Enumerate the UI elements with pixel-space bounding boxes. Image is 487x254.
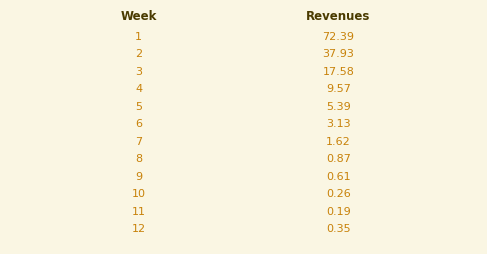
Text: 10: 10 [132,188,146,198]
Text: Revenues: Revenues [306,10,371,23]
Text: 17.58: 17.58 [322,67,355,77]
Text: 0.35: 0.35 [326,223,351,233]
Text: 9.57: 9.57 [326,84,351,94]
Text: 7: 7 [135,136,142,146]
Text: 6: 6 [135,119,142,129]
Text: 0.61: 0.61 [326,171,351,181]
Text: 2: 2 [135,49,142,59]
Text: Week: Week [121,10,157,23]
Text: 11: 11 [132,206,146,216]
Text: 5: 5 [135,101,142,112]
Text: 0.26: 0.26 [326,188,351,198]
Text: 8: 8 [135,154,142,164]
Text: 4: 4 [135,84,142,94]
Text: 3: 3 [135,67,142,77]
Text: 0.87: 0.87 [326,154,351,164]
Text: 72.39: 72.39 [322,32,355,42]
Text: 12: 12 [131,223,146,233]
Text: 3.13: 3.13 [326,119,351,129]
Text: 9: 9 [135,171,142,181]
Text: 0.19: 0.19 [326,206,351,216]
Text: 37.93: 37.93 [322,49,355,59]
Text: 1.62: 1.62 [326,136,351,146]
Text: 5.39: 5.39 [326,101,351,112]
Text: 1: 1 [135,32,142,42]
